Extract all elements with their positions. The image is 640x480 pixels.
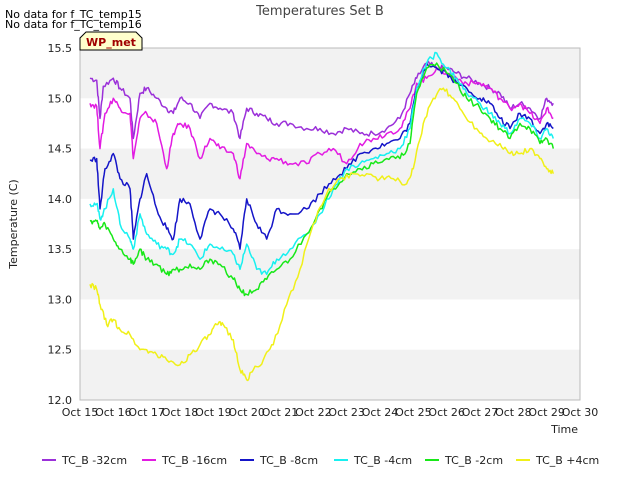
legend-item: TC_B -8cm bbox=[240, 454, 318, 467]
x-tick-label: Oct 18 bbox=[162, 406, 199, 419]
line-chart: 12.012.513.013.514.014.515.015.5 Oct 15O… bbox=[7, 31, 599, 436]
y-tick-label: 13.0 bbox=[48, 293, 73, 306]
x-tick-label: Oct 19 bbox=[195, 406, 232, 419]
grid-band bbox=[80, 48, 580, 99]
x-tick-label: Oct 21 bbox=[262, 406, 299, 419]
legend-item: TC_B -16cm bbox=[142, 454, 227, 467]
no-data-note-temp15: No data for f_TC_temp15 bbox=[5, 8, 142, 21]
chart-title: Temperatures Set B bbox=[256, 4, 384, 19]
y-tick-label: 15.0 bbox=[48, 92, 73, 105]
series-line bbox=[89, 62, 555, 297]
y-axis-label: Temperature (C) bbox=[7, 179, 20, 269]
legend-item: TC_B +4cm bbox=[516, 454, 599, 467]
series-line bbox=[89, 51, 555, 276]
x-tick-label: Oct 16 bbox=[95, 406, 132, 419]
x-tick-label: Oct 28 bbox=[495, 406, 532, 419]
grid-band bbox=[80, 249, 580, 300]
legend-swatch bbox=[334, 459, 348, 461]
y-tick-label: 12.5 bbox=[48, 344, 73, 357]
grid-band bbox=[80, 349, 580, 400]
legend-swatch bbox=[240, 459, 254, 461]
legend-swatch bbox=[142, 459, 156, 461]
no-data-note-temp16: No data for f_TC_temp16 bbox=[5, 18, 142, 31]
x-tick-label: Oct 15 bbox=[62, 406, 99, 419]
y-tick-label: 15.5 bbox=[48, 42, 73, 55]
legend-label: TC_B -32cm bbox=[62, 454, 128, 467]
legend-item: TC_B -32cm bbox=[42, 454, 127, 467]
y-axis-ticks: 12.0 12.5 13.0 13.5 14.0 14.5 15.0 15.5 bbox=[48, 42, 73, 407]
x-tick-label: Oct 24 bbox=[362, 406, 399, 419]
series-line bbox=[89, 87, 555, 382]
wp-met-annotation: WP_met bbox=[79, 31, 143, 51]
y-tick-label: 13.5 bbox=[48, 243, 73, 256]
series-line bbox=[89, 66, 554, 180]
legend-item: TC_B -2cm bbox=[425, 454, 503, 467]
y-tick-label: 12.0 bbox=[48, 394, 73, 407]
legend-label: TC_B +4cm bbox=[536, 454, 600, 467]
legend-label: TC_B -4cm bbox=[354, 454, 413, 467]
x-tick-label: Oct 22 bbox=[295, 406, 332, 419]
legend-label: TC_B -2cm bbox=[445, 454, 504, 467]
legend-label: TC_B -16cm bbox=[162, 454, 228, 467]
x-axis-label: Time bbox=[550, 423, 578, 436]
x-tick-label: Oct 26 bbox=[428, 406, 465, 419]
legend-swatch bbox=[516, 459, 530, 461]
plot-frame bbox=[79, 47, 581, 401]
x-tick-label: Oct 20 bbox=[228, 406, 265, 419]
series-line bbox=[89, 62, 554, 250]
legend-swatch bbox=[425, 459, 439, 461]
legend-label: TC_B -8cm bbox=[260, 454, 319, 467]
annotation-text: WP_met bbox=[86, 36, 136, 49]
x-tick-label: Oct 23 bbox=[328, 406, 365, 419]
x-tick-label: Oct 30 bbox=[562, 406, 599, 419]
x-tick-label: Oct 27 bbox=[462, 406, 499, 419]
x-tick-label: Oct 17 bbox=[128, 406, 165, 419]
legend-item: TC_B -4cm bbox=[334, 454, 412, 467]
legend: TC_B -32cm TC_B -16cm TC_B -8cm TC_B -4cm TC… bbox=[0, 454, 640, 470]
x-tick-label: Oct 25 bbox=[395, 406, 432, 419]
y-tick-label: 14.0 bbox=[48, 193, 73, 206]
annotation-box bbox=[79, 31, 143, 51]
x-tick-label: Oct 29 bbox=[528, 406, 565, 419]
y-tick-label: 14.5 bbox=[48, 143, 73, 156]
series-lines bbox=[89, 51, 555, 382]
legend-swatch bbox=[42, 459, 56, 461]
